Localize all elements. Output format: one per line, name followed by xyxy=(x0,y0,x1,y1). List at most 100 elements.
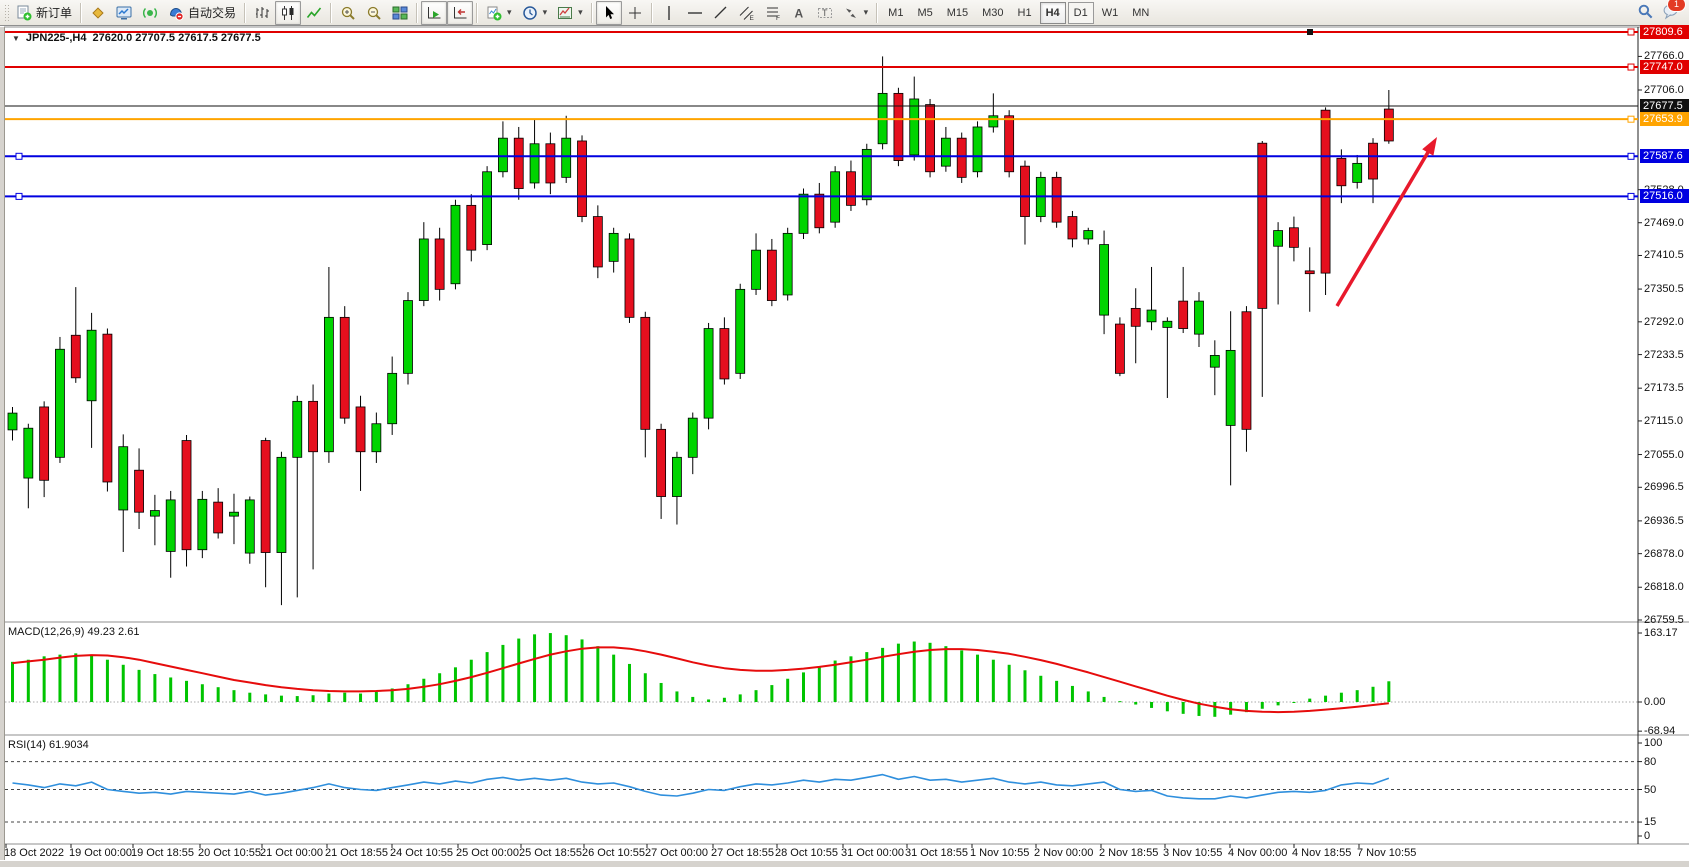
bear-candle xyxy=(1130,307,1141,327)
timeframe-h1-button[interactable]: H1 xyxy=(1017,6,1032,19)
periods-button[interactable]: ▾ xyxy=(517,1,553,25)
macd-bar xyxy=(200,684,204,702)
bear-candle xyxy=(846,171,856,206)
arrows-button[interactable]: ▾ xyxy=(838,1,874,25)
bear-candle xyxy=(513,137,524,189)
timeframe-w1-button[interactable]: W1 xyxy=(1101,6,1119,19)
macd-bar xyxy=(849,656,853,702)
line-anchor[interactable] xyxy=(1627,115,1635,123)
bear-candle xyxy=(466,204,477,251)
zoom-in-button[interactable] xyxy=(335,1,361,25)
macd-bar xyxy=(1276,702,1280,706)
chat-button[interactable]: 1 xyxy=(1662,0,1686,23)
bear-candle xyxy=(355,406,366,453)
macd-bar xyxy=(406,684,410,702)
search-button[interactable] xyxy=(1637,3,1654,23)
chart-dropdown-icon[interactable]: ▼ xyxy=(12,33,20,43)
navigator-button[interactable] xyxy=(137,1,163,25)
timeframe-d1-button[interactable]: D1 xyxy=(1067,1,1094,24)
add-indicator-button[interactable]: ▾ xyxy=(481,1,517,25)
bull-candle xyxy=(1225,349,1236,426)
bear-candle xyxy=(1241,311,1252,430)
rsi-tick-label: 100 xyxy=(1644,737,1663,749)
line-anchor[interactable] xyxy=(1627,28,1635,36)
line-anchor[interactable] xyxy=(1627,192,1635,200)
horizontal-line-button[interactable] xyxy=(682,1,708,25)
hline-icon xyxy=(687,11,702,14)
macd-bar xyxy=(722,697,726,702)
candles xyxy=(7,56,1394,606)
macd-bar xyxy=(232,690,236,702)
bar-chart-button[interactable] xyxy=(249,1,275,25)
timeframe-mn-button[interactable]: MN xyxy=(1132,6,1150,19)
chart-ohlc-values: 27620.0 27707.5 27617.5 27677.5 xyxy=(92,32,261,44)
line-anchor[interactable] xyxy=(1627,152,1635,160)
timeframe-h4-button[interactable]: H4 xyxy=(1039,1,1066,24)
line-anchor[interactable] xyxy=(15,192,23,200)
cursor-icon xyxy=(605,5,614,19)
macd-bar xyxy=(359,693,363,702)
price-tick-label: 26878.0 xyxy=(1644,547,1684,560)
bull-candle xyxy=(323,316,334,453)
data-window-button[interactable] xyxy=(111,1,137,25)
price-tick-label: 27292.0 xyxy=(1644,315,1684,328)
bull-candle xyxy=(229,511,239,517)
macd-bar xyxy=(121,664,125,702)
timeframe-m30-button[interactable]: M30 xyxy=(982,6,1004,19)
macd-tick-label: -68.94 xyxy=(1644,725,1676,738)
bull-candle xyxy=(561,137,572,178)
line-chart-button[interactable] xyxy=(301,1,327,25)
text-button[interactable]: A xyxy=(786,1,812,25)
macd-bar xyxy=(1371,686,1375,702)
zoom-out-button[interactable] xyxy=(361,1,387,25)
bull-candle xyxy=(482,171,493,245)
bear-candle xyxy=(656,428,667,497)
time-axis-label: 20 Oct 10:55 xyxy=(198,847,261,859)
tile-windows-button[interactable] xyxy=(387,1,413,25)
macd-bar xyxy=(1039,675,1043,702)
macd-bar xyxy=(26,659,30,702)
cursor-button[interactable] xyxy=(595,0,622,25)
bear-candle xyxy=(308,400,318,453)
bear-candle xyxy=(1115,323,1125,374)
autotrading-button[interactable]: 自动交易 xyxy=(163,1,241,25)
new-order-button[interactable]: 新订单 xyxy=(11,1,77,25)
time-axis-label: 19 Oct 00:00 xyxy=(69,847,132,859)
timeframe-m5-button[interactable]: M5 xyxy=(917,6,933,19)
line-anchor[interactable] xyxy=(1307,29,1313,35)
bull-candle xyxy=(7,412,18,431)
vertical-line-button[interactable] xyxy=(656,1,682,25)
time-axis-label: 28 Oct 10:55 xyxy=(775,847,838,859)
bull-candle xyxy=(1194,300,1204,335)
timeframe-m15-button[interactable]: M15 xyxy=(946,6,969,19)
chart-shift-button[interactable] xyxy=(447,0,474,25)
crosshair-button[interactable] xyxy=(622,1,648,25)
time-axis-label: 2 Nov 00:00 xyxy=(1034,847,1094,859)
rsi-line xyxy=(12,773,1390,800)
templates-button[interactable]: ▾ xyxy=(552,1,588,25)
bull-candle xyxy=(909,98,920,156)
line-anchor[interactable] xyxy=(15,152,23,160)
trend-arrow-annotation[interactable] xyxy=(1335,148,1432,307)
toolbar-separator xyxy=(244,2,247,23)
periods-icon xyxy=(522,5,537,20)
candlestick-button[interactable] xyxy=(275,0,302,25)
auto-scroll-button[interactable] xyxy=(421,0,448,25)
macd-bar xyxy=(153,674,157,702)
market-watch-button[interactable] xyxy=(85,1,111,25)
line-anchor[interactable] xyxy=(1627,63,1635,71)
trendline-button[interactable] xyxy=(708,1,734,25)
dropdown-caret-icon: ▾ xyxy=(542,7,548,17)
macd-bar xyxy=(216,687,220,702)
macd-bar xyxy=(912,641,916,702)
macd-bar xyxy=(865,652,869,702)
fibonacci-button[interactable]: F xyxy=(760,1,786,25)
macd-bar xyxy=(517,638,521,702)
text-label-button[interactable]: T xyxy=(812,1,838,25)
macd-bar xyxy=(42,656,46,702)
trend-arrow-head[interactable] xyxy=(1422,137,1437,156)
bear-candle xyxy=(1020,165,1030,217)
equidistant-channel-button[interactable]: E xyxy=(734,1,760,25)
timeframe-m1-button[interactable]: M1 xyxy=(888,6,904,19)
